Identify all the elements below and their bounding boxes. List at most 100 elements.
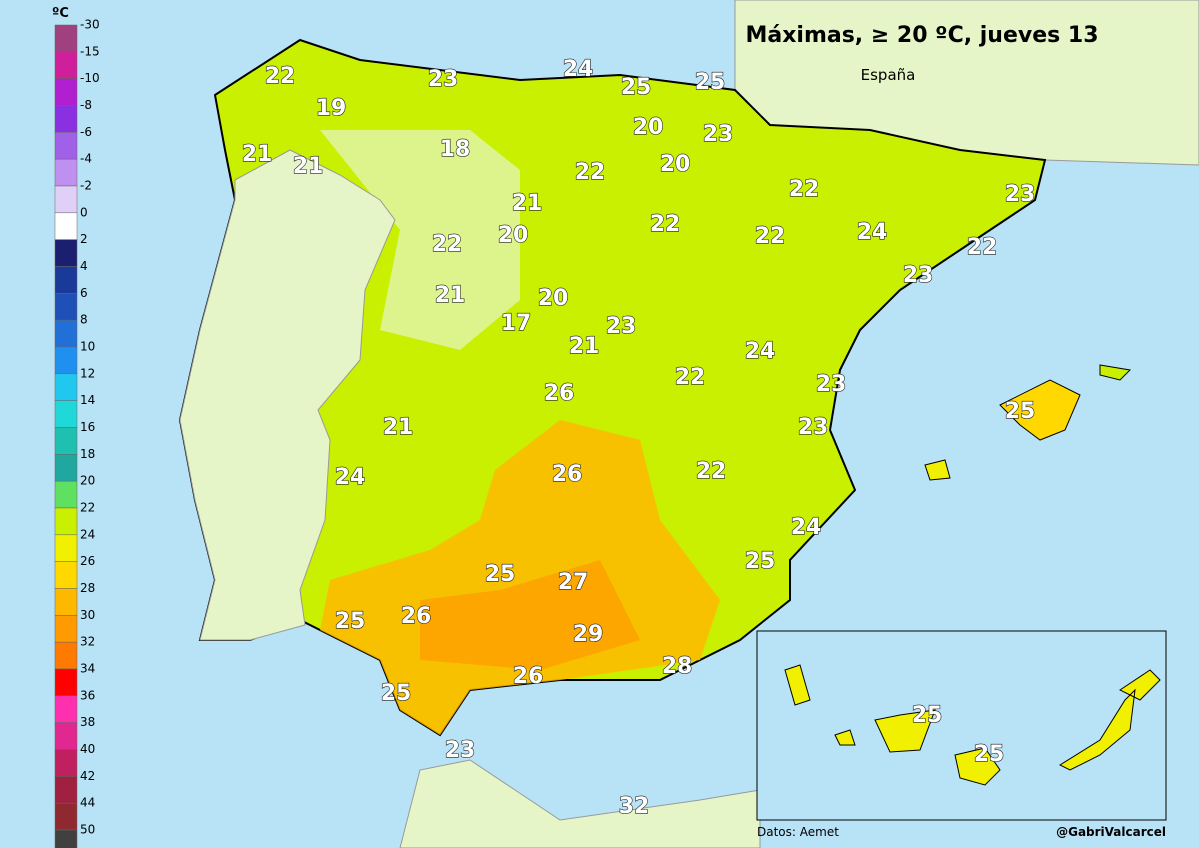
- legend-swatch: [54, 158, 78, 187]
- legend-swatch: [54, 722, 78, 750]
- title: Máximas, ≥ 20 ºC, jueves 13: [745, 23, 1098, 48]
- legend-swatch: [54, 427, 78, 455]
- temperature-label: 21: [383, 415, 414, 440]
- legend-swatch: [54, 212, 78, 240]
- credit: @GabriValcarcel: [1056, 825, 1166, 839]
- mallorca: [999, 379, 1081, 441]
- temperature-label: 21: [293, 154, 324, 179]
- legend-swatch: [54, 78, 78, 106]
- legend-swatch: [54, 802, 78, 831]
- africa: [399, 759, 761, 848]
- temperature-label: 26: [401, 604, 432, 629]
- legend-label: 0: [80, 205, 88, 219]
- legend-swatch: [54, 480, 78, 509]
- temperature-label: 21: [569, 334, 600, 359]
- temperature-label: 23: [606, 314, 637, 339]
- temperature-label: 22: [675, 365, 706, 390]
- legend-swatch: [54, 561, 78, 589]
- legend-label: 6: [80, 286, 88, 300]
- temperature-label: 23: [798, 415, 829, 440]
- legend-unit: ºC: [52, 6, 69, 21]
- legend-label: 32: [80, 635, 95, 649]
- legend-label: 12: [80, 366, 95, 380]
- temperature-label: 24: [563, 57, 594, 82]
- portugal: [179, 149, 396, 641]
- legend-swatch: [54, 319, 78, 348]
- legend-swatch: [54, 185, 78, 214]
- temperature-label: 20: [633, 115, 664, 140]
- legend-swatch: [54, 534, 78, 562]
- temperature-label: 23: [703, 122, 734, 147]
- temperature-label: 25: [695, 70, 726, 95]
- canary-islands: [784, 664, 1161, 786]
- ibiza: [924, 459, 951, 481]
- temperature-label: 25: [1005, 399, 1036, 424]
- legend-swatch: [54, 615, 78, 643]
- legend-swatch: [54, 239, 78, 267]
- legend-label: -30: [80, 18, 100, 32]
- legend-label: 28: [80, 581, 95, 595]
- legend-label: -2: [80, 179, 92, 193]
- temperature-label: 26: [552, 462, 583, 487]
- legend-label: -6: [80, 125, 92, 139]
- temperature-label: 22: [265, 64, 296, 89]
- legend-swatch: [54, 829, 78, 848]
- legend-swatch: [54, 749, 78, 777]
- temperature-label: 23: [428, 67, 459, 92]
- temperature-label: 24: [791, 515, 822, 540]
- temperature-label: 25: [381, 681, 412, 706]
- legend-label: -15: [80, 44, 100, 58]
- plateau-cool: [320, 130, 520, 350]
- legend: -30-15-10-8-6-4-202468101214161820222426…: [54, 18, 100, 848]
- legend-label: 34: [80, 662, 95, 676]
- legend-swatch: [54, 132, 78, 160]
- canary-inset: [756, 630, 1167, 821]
- legend-label: 40: [80, 742, 95, 756]
- temperature-label: 24: [745, 339, 776, 364]
- legend-label: 26: [80, 554, 95, 568]
- legend-swatch: [54, 400, 78, 428]
- temperature-label: 17: [501, 311, 532, 336]
- legend-swatch: [54, 293, 78, 321]
- legend-swatch: [54, 454, 78, 482]
- temperature-label: 25: [912, 703, 943, 728]
- legend-label: 42: [80, 769, 95, 783]
- temperature-label: 22: [575, 160, 606, 185]
- legend-label: 38: [80, 715, 95, 729]
- south-hot: [420, 560, 640, 670]
- source: Datos: Aemet: [757, 825, 839, 839]
- temperature-label: 25: [335, 609, 366, 634]
- legend-label: 8: [80, 313, 88, 327]
- temperature-label: 26: [513, 664, 544, 689]
- legend-swatch: [54, 105, 78, 133]
- legend-label: 2: [80, 232, 88, 246]
- temperature-label: 25: [745, 549, 776, 574]
- legend-swatch: [54, 776, 78, 804]
- temperature-label: 22: [432, 232, 463, 257]
- temperature-label: 23: [903, 263, 934, 288]
- temperature-label: 24: [857, 220, 888, 245]
- temperature-label: 22: [650, 212, 681, 237]
- temperature-label: 25: [974, 742, 1005, 767]
- temperature-label: 20: [538, 286, 569, 311]
- legend-label: 20: [80, 474, 95, 488]
- temperature-label: 23: [816, 372, 847, 397]
- legend-swatch: [54, 51, 78, 79]
- temperature-label: 18: [440, 137, 471, 162]
- legend-label: 50: [80, 823, 95, 837]
- temperature-label: 27: [558, 570, 589, 595]
- temperature-label: 19: [316, 96, 347, 121]
- temperature-label: 24: [335, 465, 366, 490]
- legend-swatch: [54, 24, 78, 53]
- legend-label: 36: [80, 688, 95, 702]
- temperature-label: 22: [967, 235, 998, 260]
- temperature-label: 20: [498, 223, 529, 248]
- subtitle: España: [861, 66, 916, 84]
- legend-swatch: [54, 588, 78, 616]
- legend-label: 18: [80, 447, 95, 461]
- legend-swatch: [54, 641, 78, 670]
- temperature-label: 23: [1005, 182, 1036, 207]
- legend-label: -8: [80, 98, 92, 112]
